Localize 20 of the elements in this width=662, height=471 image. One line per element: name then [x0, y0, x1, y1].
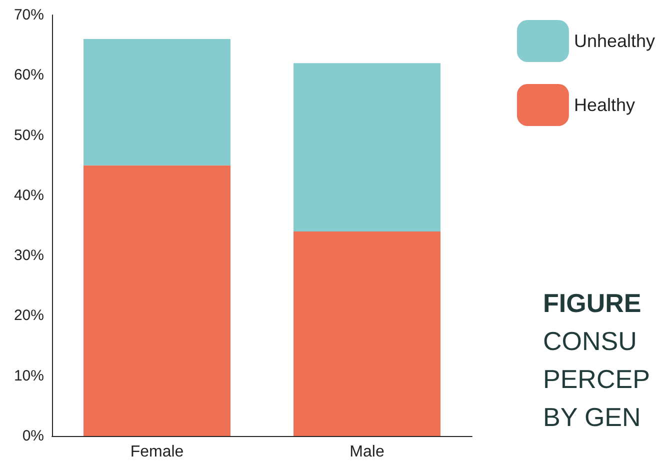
- text: PERCEP: [543, 364, 650, 394]
- text: BY GEN: [543, 402, 641, 432]
- bar: [294, 232, 440, 436]
- bar: [84, 165, 230, 436]
- x-tick-label: Male: [350, 444, 384, 460]
- y-tick-label: 70%: [14, 6, 44, 24]
- y-tick-label: 0%: [22, 428, 44, 444]
- y-tick-label: 30%: [14, 247, 44, 264]
- y-tick-label: 40%: [14, 186, 44, 204]
- bar: [84, 39, 230, 166]
- text: CONSU: [543, 326, 637, 356]
- y-tick-label: 10%: [14, 367, 44, 384]
- text: FIGURE: [543, 288, 642, 318]
- legend-label: Healthy: [574, 95, 635, 115]
- y-tick-label: 20%: [14, 307, 44, 324]
- bar: [294, 63, 440, 232]
- y-tick-label: 50%: [14, 126, 44, 144]
- y-tick-label: 60%: [14, 66, 44, 84]
- x-tick-label: Female: [130, 444, 184, 460]
- legend-label: Unhealthy: [574, 31, 656, 51]
